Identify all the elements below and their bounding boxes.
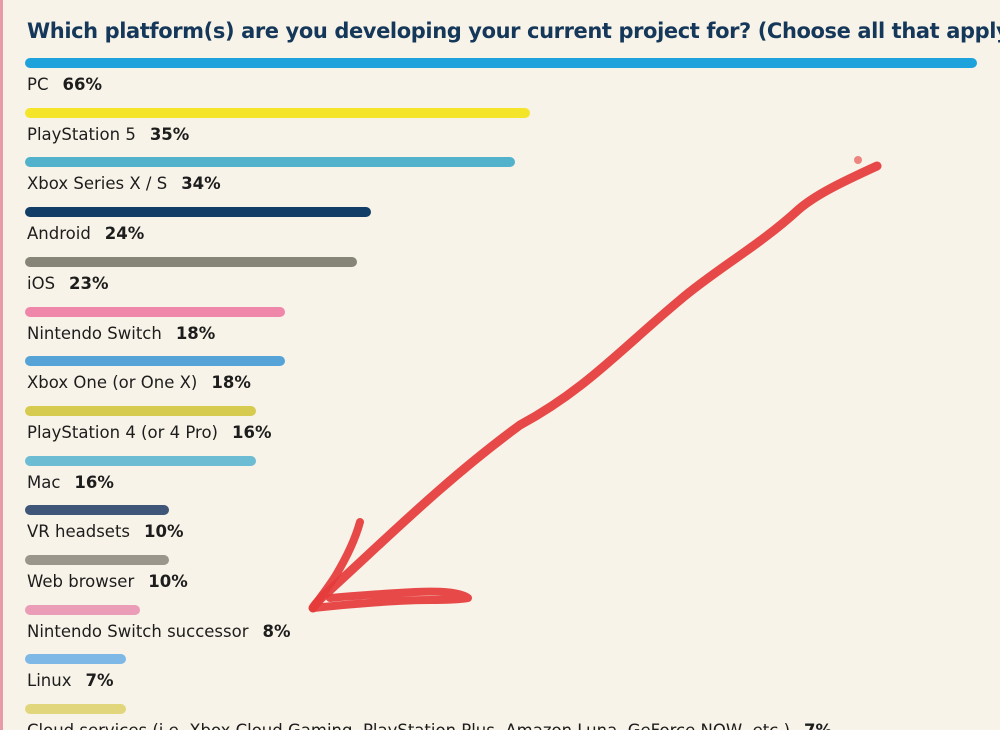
value-label: 10% xyxy=(144,522,184,542)
bar-row: Mac 16% xyxy=(0,455,1000,506)
bar xyxy=(25,555,170,565)
category-label: Web browser xyxy=(27,572,135,591)
value-label: 18% xyxy=(211,373,251,393)
category-label: Linux xyxy=(27,671,72,691)
value-label: 66% xyxy=(62,75,102,94)
value-label: 10% xyxy=(148,572,188,591)
category-label: VR headsets xyxy=(27,522,131,542)
bar xyxy=(25,405,256,416)
bar-label: iOS 23% xyxy=(27,274,109,293)
bar-row: Linux 7% xyxy=(0,654,1000,704)
bar-row: Nintendo Switch successor 8% xyxy=(0,604,1000,655)
category-label: Cloud services (i.e. Xbox Cloud Gaming, … xyxy=(27,721,790,730)
value-label: 8% xyxy=(262,621,291,641)
category-label: Xbox Series X / S xyxy=(27,174,168,194)
bar-label: Android 24% xyxy=(27,224,144,243)
left-edge-border xyxy=(0,0,3,730)
bar-row: VR headsets 10% xyxy=(0,505,1000,555)
value-label: 16% xyxy=(231,422,272,442)
category-label: Nintendo Switch successor xyxy=(27,621,249,641)
bar-label: Mac 16% xyxy=(27,473,114,492)
value-label: 34% xyxy=(181,174,221,194)
bar-row: Xbox One (or One X) 18% xyxy=(0,356,1000,406)
bar xyxy=(25,505,170,516)
bar xyxy=(25,604,141,615)
bar-label: VR headsets 10% xyxy=(27,522,184,541)
bar xyxy=(25,256,357,267)
bar-label: Nintendo Switch 18% xyxy=(27,324,215,343)
category-label: PlayStation 4 (or 4 Pro) xyxy=(27,422,218,442)
bar-label: Cloud services (i.e. Xbox Cloud Gaming, … xyxy=(27,721,832,730)
category-label: Nintendo Switch xyxy=(27,323,162,343)
value-label: 16% xyxy=(74,472,114,492)
bar-label: PC 66% xyxy=(27,75,102,94)
chart-title: Which platform(s) are you developing you… xyxy=(27,19,1000,43)
bar-row: Web browser 10% xyxy=(0,555,1000,605)
bar-label: Xbox One (or One X) 18% xyxy=(27,373,251,392)
bar xyxy=(25,455,256,466)
bar-label: Linux 7% xyxy=(27,671,113,690)
value-label: 18% xyxy=(175,323,216,343)
bar xyxy=(25,356,285,367)
bar xyxy=(25,58,977,68)
value-label: 35% xyxy=(149,124,190,144)
bar-label: Nintendo Switch successor 8% xyxy=(27,622,291,641)
bar xyxy=(25,704,126,715)
category-label: PC xyxy=(27,75,49,94)
bar-row: Cloud services (i.e. Xbox Cloud Gaming, … xyxy=(0,704,1000,730)
value-label: 23% xyxy=(69,273,109,293)
category-label: Xbox One (or One X) xyxy=(27,373,198,393)
bar-row: Xbox Series X / S 34% xyxy=(0,157,1000,207)
bar-label: Xbox Series X / S 34% xyxy=(27,174,221,193)
value-label: 7% xyxy=(804,721,832,730)
bar-label: Web browser 10% xyxy=(27,572,188,591)
bar xyxy=(25,107,530,118)
bar-label: PlayStation 4 (or 4 Pro) 16% xyxy=(27,423,271,442)
category-label: Android xyxy=(27,224,91,244)
bar-row: PlayStation 4 (or 4 Pro) 16% xyxy=(0,405,1000,456)
bar xyxy=(25,157,516,168)
category-label: Mac xyxy=(27,472,61,492)
bar-label: PlayStation 5 35% xyxy=(27,125,189,144)
category-label: PlayStation 5 xyxy=(27,124,136,144)
bar xyxy=(25,306,285,317)
value-label: 24% xyxy=(104,224,145,244)
bar-row: iOS 23% xyxy=(0,256,1000,307)
bar xyxy=(25,207,372,218)
category-label: iOS xyxy=(27,273,56,293)
bar xyxy=(25,654,126,665)
bar-row: PC 66% xyxy=(0,58,1000,108)
bar-row: Nintendo Switch 18% xyxy=(0,306,1000,357)
bar-row: PlayStation 5 35% xyxy=(0,107,1000,158)
value-label: 7% xyxy=(85,671,114,691)
bar-row: Android 24% xyxy=(0,207,1000,257)
